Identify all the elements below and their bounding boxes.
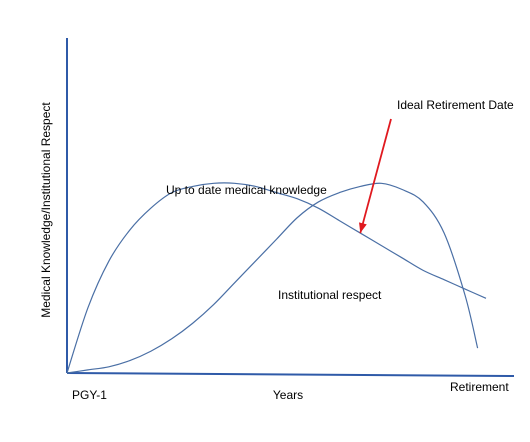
annotation-arrow-line: [359, 118, 392, 234]
x-axis: [66, 372, 515, 377]
series-line-institutional-respect: [66, 182, 479, 374]
axes: [66, 38, 515, 377]
series-line-medical-knowledge: [66, 182, 487, 374]
x-axis-label: Years: [273, 388, 303, 402]
annotation-arrow-head: [359, 222, 367, 234]
annotation-label-ideal-retirement: Ideal Retirement Date: [397, 98, 514, 112]
annotation-layer: [359, 118, 392, 234]
y-axis-label: Medical Knowledge/Institutional Respect: [39, 102, 53, 318]
series-label-medical-knowledge: Up to date medical knowledge: [166, 183, 327, 197]
series-layer: [66, 182, 487, 374]
x-tick-label-end: Retirement: [450, 380, 509, 394]
series-label-institutional-respect: Institutional respect: [278, 288, 382, 302]
x-tick-label-start: PGY-1: [72, 388, 107, 402]
